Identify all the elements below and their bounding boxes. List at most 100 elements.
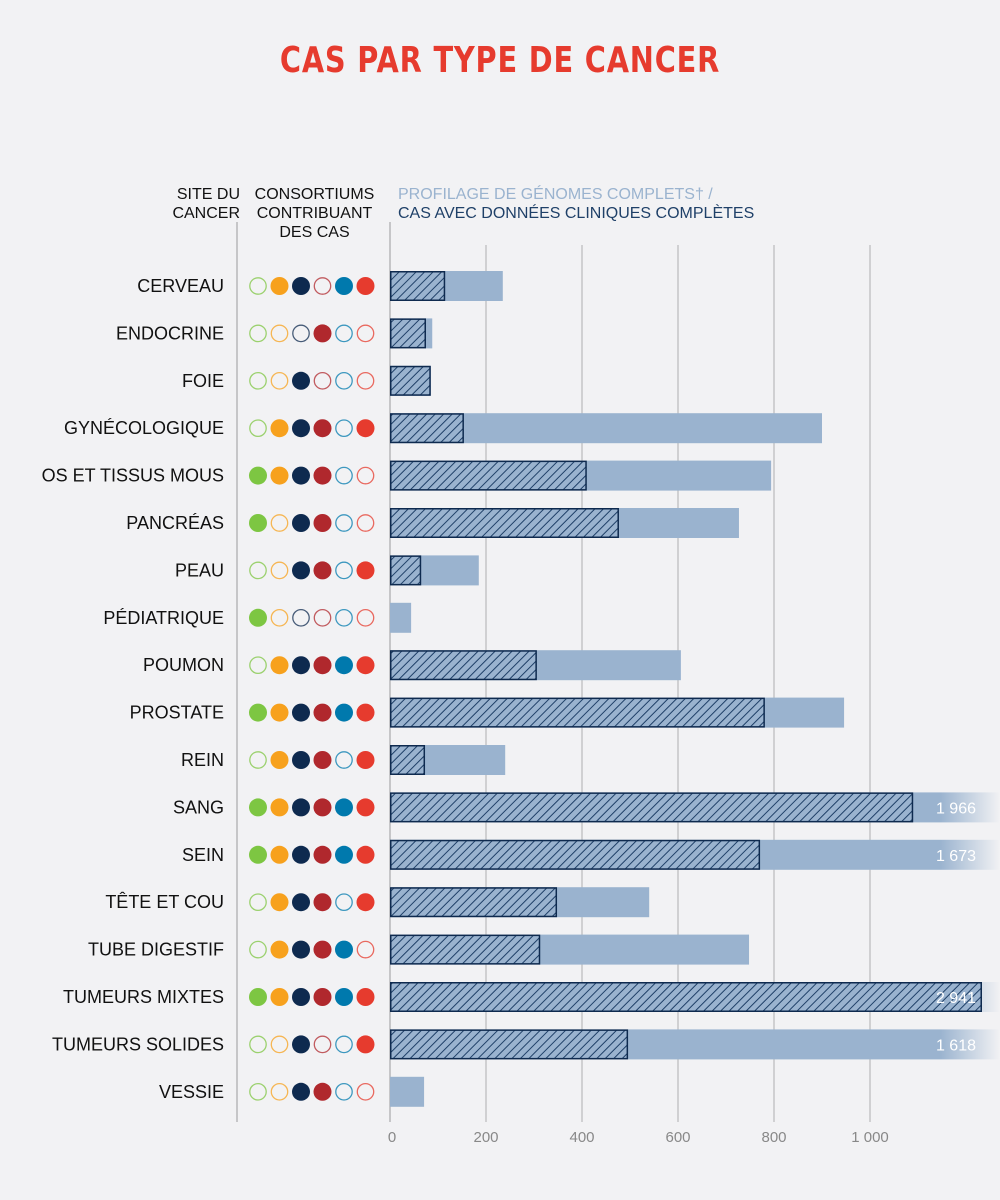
consortium-dot — [335, 751, 353, 769]
category-label: CERVEAU — [137, 276, 224, 296]
consortium-dot — [270, 324, 289, 343]
consortium-dot — [270, 608, 289, 627]
consortium-dot — [356, 608, 375, 627]
consortium-dot — [335, 656, 353, 675]
clinical-bar — [390, 413, 464, 444]
clinical-bar — [390, 271, 446, 301]
consortium-dot — [335, 419, 353, 438]
consortium-dot — [335, 703, 353, 722]
tick-label: 200 — [473, 1129, 498, 1146]
chart-title: CAS PAR TYPE DE CANCER — [279, 40, 721, 81]
category-label: TUMEURS SOLIDES — [52, 1034, 224, 1054]
consortium-dot — [292, 277, 310, 295]
category-label: POUMON — [143, 655, 224, 675]
tick-label: 400 — [569, 1129, 594, 1146]
consortium-dot — [335, 277, 353, 295]
consortium-dot — [249, 656, 267, 675]
consortium-dot — [270, 371, 289, 390]
consortium-dot — [335, 561, 353, 580]
consortium-dot — [270, 751, 289, 769]
legend-genomes: PROFILAGE DE GÉNOMES COMPLETS† / — [398, 186, 713, 203]
consortium-dot — [356, 371, 375, 390]
clinical-bar — [390, 745, 426, 775]
consortium-dot — [270, 988, 289, 1006]
clinical-bar — [390, 934, 541, 965]
tick-label: 600 — [665, 1129, 690, 1146]
consortium-dot — [249, 703, 267, 722]
consortium-dot — [292, 845, 310, 864]
legend-clinical: CAS AVEC DONNÉES CLINIQUES COMPLÈTES — [398, 205, 755, 222]
consortium-dot — [292, 514, 310, 532]
consortium-dot — [249, 988, 267, 1006]
consortium-dot — [270, 1035, 289, 1054]
consortium-dot — [249, 371, 267, 390]
consortium-dot — [356, 703, 375, 722]
consortium-dot — [249, 1035, 267, 1054]
consortium-dot — [249, 893, 267, 912]
consortium-dot — [249, 608, 267, 627]
consortium-dot — [270, 514, 289, 532]
consortium-dot — [270, 656, 289, 675]
consortium-dot — [335, 940, 353, 959]
consortium-dot — [270, 798, 289, 817]
consortium-dot — [356, 988, 375, 1006]
consortium-dot — [249, 419, 267, 438]
consortium-dot — [292, 751, 310, 769]
category-label: PANCRÉAS — [126, 513, 224, 533]
consortium-dot — [270, 893, 289, 912]
genome-bar-fade — [940, 839, 1000, 870]
consortium-dot — [356, 893, 375, 912]
consortium-dot — [292, 1035, 310, 1054]
value-label: 1 966 — [936, 800, 976, 817]
consortium-dot — [356, 324, 375, 343]
consortium-dot — [313, 324, 332, 343]
value-label: 2 941 — [936, 990, 976, 1007]
value-label: 1 618 — [936, 1037, 976, 1054]
consortium-dot — [249, 561, 267, 580]
category-label: REIN — [181, 750, 224, 770]
consortium-dot — [313, 466, 332, 485]
consortium-dot — [335, 371, 353, 390]
consortium-dot — [335, 514, 353, 532]
consortium-dot — [356, 561, 375, 580]
consortium-dot — [313, 703, 332, 722]
genome-bar — [390, 1076, 425, 1107]
consortium-dot — [313, 845, 332, 864]
consortium-dot — [335, 608, 353, 627]
consortium-dot — [249, 466, 267, 485]
consortium-dot — [313, 277, 332, 295]
consortium-dot — [292, 940, 310, 959]
category-label: PEAU — [175, 560, 224, 580]
consortium-dot — [356, 514, 375, 532]
consortium-dot — [292, 893, 310, 912]
consortium-dot — [335, 988, 353, 1006]
consortium-dot — [270, 703, 289, 722]
consortium-dot — [356, 798, 375, 817]
category-label: TUBE DIGESTIF — [88, 940, 224, 960]
consortium-dot — [356, 466, 375, 485]
consortium-dot — [249, 324, 267, 343]
consortium-dot — [335, 466, 353, 485]
legend: PROFILAGE DE GÉNOMES COMPLETS† / CAS AVE… — [398, 185, 754, 223]
consortium-dot — [292, 419, 310, 438]
consortium-dot — [356, 751, 375, 769]
clinical-bar — [390, 792, 914, 823]
consortium-dot — [313, 656, 332, 675]
consortium-dot — [249, 1082, 267, 1101]
site-header: SITE DU CANCER — [172, 186, 240, 222]
consortium-dot — [292, 798, 310, 817]
clinical-bar — [390, 982, 982, 1012]
consortium-dot — [356, 419, 375, 438]
consortium-dot — [292, 988, 310, 1006]
consortium-dot — [313, 751, 332, 769]
consortium-dot — [292, 466, 310, 485]
clinical-bar — [390, 460, 587, 491]
consortium-dot — [356, 845, 375, 864]
consortium-dot — [313, 893, 332, 912]
consortium-dot — [270, 845, 289, 864]
consortium-dot — [356, 1082, 375, 1101]
consortium-dot — [270, 1082, 289, 1101]
consortium-dot — [292, 561, 310, 580]
consortium-dot — [356, 656, 375, 675]
